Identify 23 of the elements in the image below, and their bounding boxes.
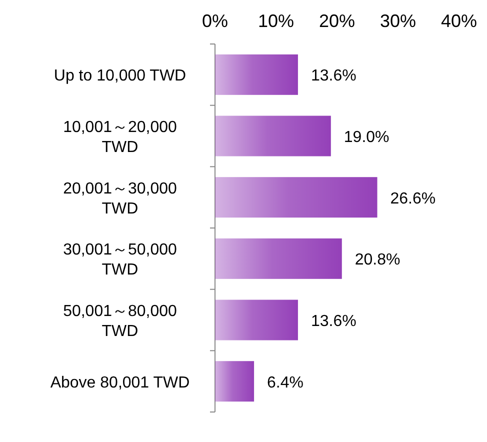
bar	[215, 238, 342, 279]
data-label: 19.0%	[344, 129, 390, 146]
data-label: 13.6%	[310, 68, 356, 85]
y-tick-label: 30,001～50,000 TWD	[63, 242, 178, 279]
y-tick-label: Up to 10,000 TWD	[54, 68, 186, 85]
bar	[215, 361, 254, 402]
y-tick-label: 10,001～20,000 TWD	[63, 119, 178, 156]
data-label: 6.4%	[267, 374, 304, 392]
y-tick-label: 20,001～30,000 TWD	[63, 180, 178, 218]
x-tick-label: 0%	[202, 11, 228, 31]
bar	[215, 116, 331, 156]
x-tick-label: 10%	[258, 11, 294, 31]
bar	[215, 300, 298, 340]
bar	[215, 177, 378, 218]
y-tick-label: 50,001～80,000 TWD	[63, 303, 178, 340]
data-label: 20.8%	[354, 252, 400, 269]
y-tick-label: Above 80,001 TWD	[50, 374, 190, 392]
x-tick-label: 40%	[440, 11, 478, 31]
x-tick-label: 30%	[380, 11, 416, 31]
x-tick-label: 20%	[318, 11, 356, 31]
bar	[215, 54, 298, 95]
data-label: 13.6%	[310, 313, 356, 330]
data-label: 26.6%	[390, 190, 436, 208]
